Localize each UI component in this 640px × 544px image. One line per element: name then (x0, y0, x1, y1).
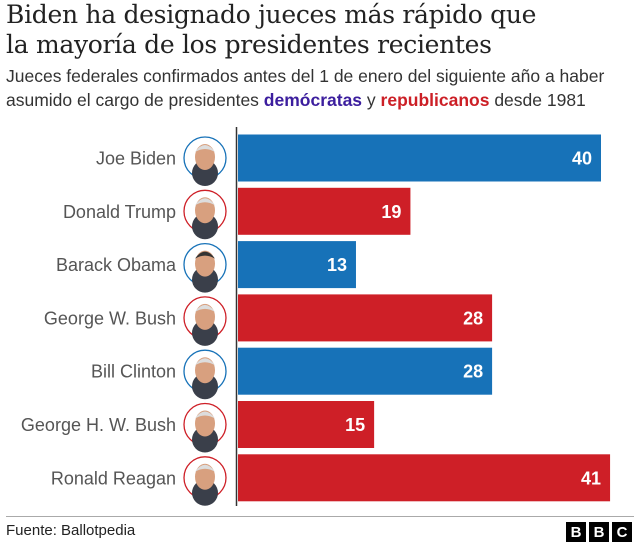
chart-title: Biden ha designado jueces más rápido que… (6, 0, 536, 60)
bar (238, 134, 601, 182)
portrait-face (195, 144, 215, 170)
bar (238, 241, 356, 289)
data-label: 28 (463, 308, 483, 328)
data-label: 40 (572, 149, 592, 169)
title-line-1: Biden ha designado jueces más rápido que (6, 0, 537, 29)
democrats-legend: demócratas (263, 90, 363, 110)
source-note: Fuente: Ballotpedia (6, 522, 136, 539)
bar (238, 187, 411, 235)
portrait-hair (195, 251, 215, 259)
chart-subtitle: Jueces federales confirmados antes del 1… (6, 64, 638, 112)
portrait-face (195, 197, 215, 224)
data-label: 15 (345, 415, 365, 435)
category-label: Ronald Reagan (51, 468, 176, 488)
portrait-face (195, 250, 215, 277)
footer-divider (6, 516, 634, 517)
data-label: 19 (381, 202, 401, 222)
bar (238, 347, 493, 395)
bar (238, 454, 611, 502)
category-label: Barack Obama (56, 255, 177, 275)
category-label: Bill Clinton (91, 362, 176, 382)
subtitle-text: desde 1981 (489, 90, 586, 110)
portrait-hair (195, 411, 215, 419)
portrait-face (195, 410, 215, 437)
category-label: Donald Trump (63, 202, 176, 222)
subtitle-text: Jueces federales confirmados antes del 1… (6, 66, 605, 110)
portrait-hair (195, 198, 215, 206)
bar (238, 401, 375, 448)
portrait-hair (195, 145, 215, 152)
category-label: George W. Bush (44, 308, 176, 328)
bar (238, 294, 493, 342)
data-label: 13 (327, 255, 347, 275)
portrait-face (195, 463, 215, 490)
portrait-hair (195, 464, 215, 472)
category-label: George H. W. Bush (21, 415, 176, 435)
portrait-hair (195, 304, 215, 312)
subtitle-text: y (362, 90, 381, 110)
category-label: Joe Biden (96, 149, 176, 169)
portrait-face (195, 303, 215, 330)
title-line-2: la mayoría de los presidentes recientes (6, 30, 492, 59)
portrait-face (195, 357, 215, 384)
data-label: 28 (463, 362, 483, 382)
republicans-legend: republicanos (380, 90, 490, 110)
data-label: 41 (581, 468, 601, 488)
portrait-hair (195, 358, 215, 366)
